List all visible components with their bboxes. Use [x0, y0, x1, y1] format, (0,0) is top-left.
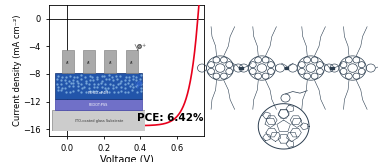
Text: PCE: 6.42%: PCE: 6.42% [137, 113, 203, 123]
Y-axis label: Current density (mA cm⁻²): Current density (mA cm⁻²) [13, 15, 22, 126]
X-axis label: Voltage (V): Voltage (V) [100, 155, 153, 162]
